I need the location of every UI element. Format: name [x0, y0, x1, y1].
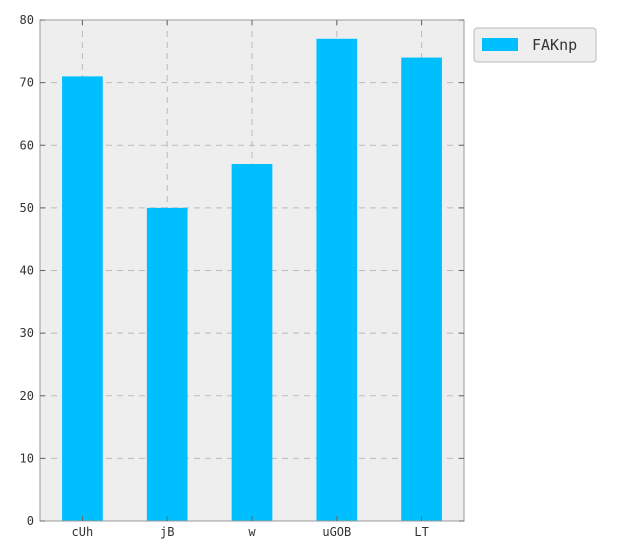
- legend: FAKnp: [473, 27, 597, 63]
- x-tick-label: jB: [160, 525, 174, 539]
- legend-swatch: [482, 38, 518, 51]
- bar-LT: [401, 57, 442, 521]
- bar-cUh: [62, 76, 103, 522]
- x-tick-label: w: [248, 525, 256, 539]
- axis-ticks: 0 10 20 30 40 50 60 70 80 cUh jB w uGOB LT: [20, 13, 464, 539]
- y-tick-label: 30: [20, 326, 34, 340]
- legend-label: FAKnp: [532, 36, 577, 54]
- y-tick-label: 70: [20, 76, 34, 90]
- y-tick-label: 40: [20, 264, 34, 278]
- y-tick-label: 50: [20, 201, 34, 215]
- bar-w: [231, 164, 273, 521]
- x-tick-label: cUh: [72, 525, 94, 539]
- x-tick-label: uGOB: [322, 525, 351, 539]
- y-tick-label: 20: [20, 389, 34, 403]
- bars: [62, 38, 442, 522]
- y-tick-label: 60: [20, 138, 34, 152]
- legend-box: [473, 27, 597, 63]
- y-tick-label: 10: [20, 451, 34, 465]
- y-tick-label: 80: [20, 13, 34, 27]
- y-tick-label: 0: [27, 514, 34, 528]
- bar-jB: [146, 207, 188, 521]
- x-tick-label: LT: [414, 525, 428, 539]
- bar-uGOB: [316, 38, 358, 521]
